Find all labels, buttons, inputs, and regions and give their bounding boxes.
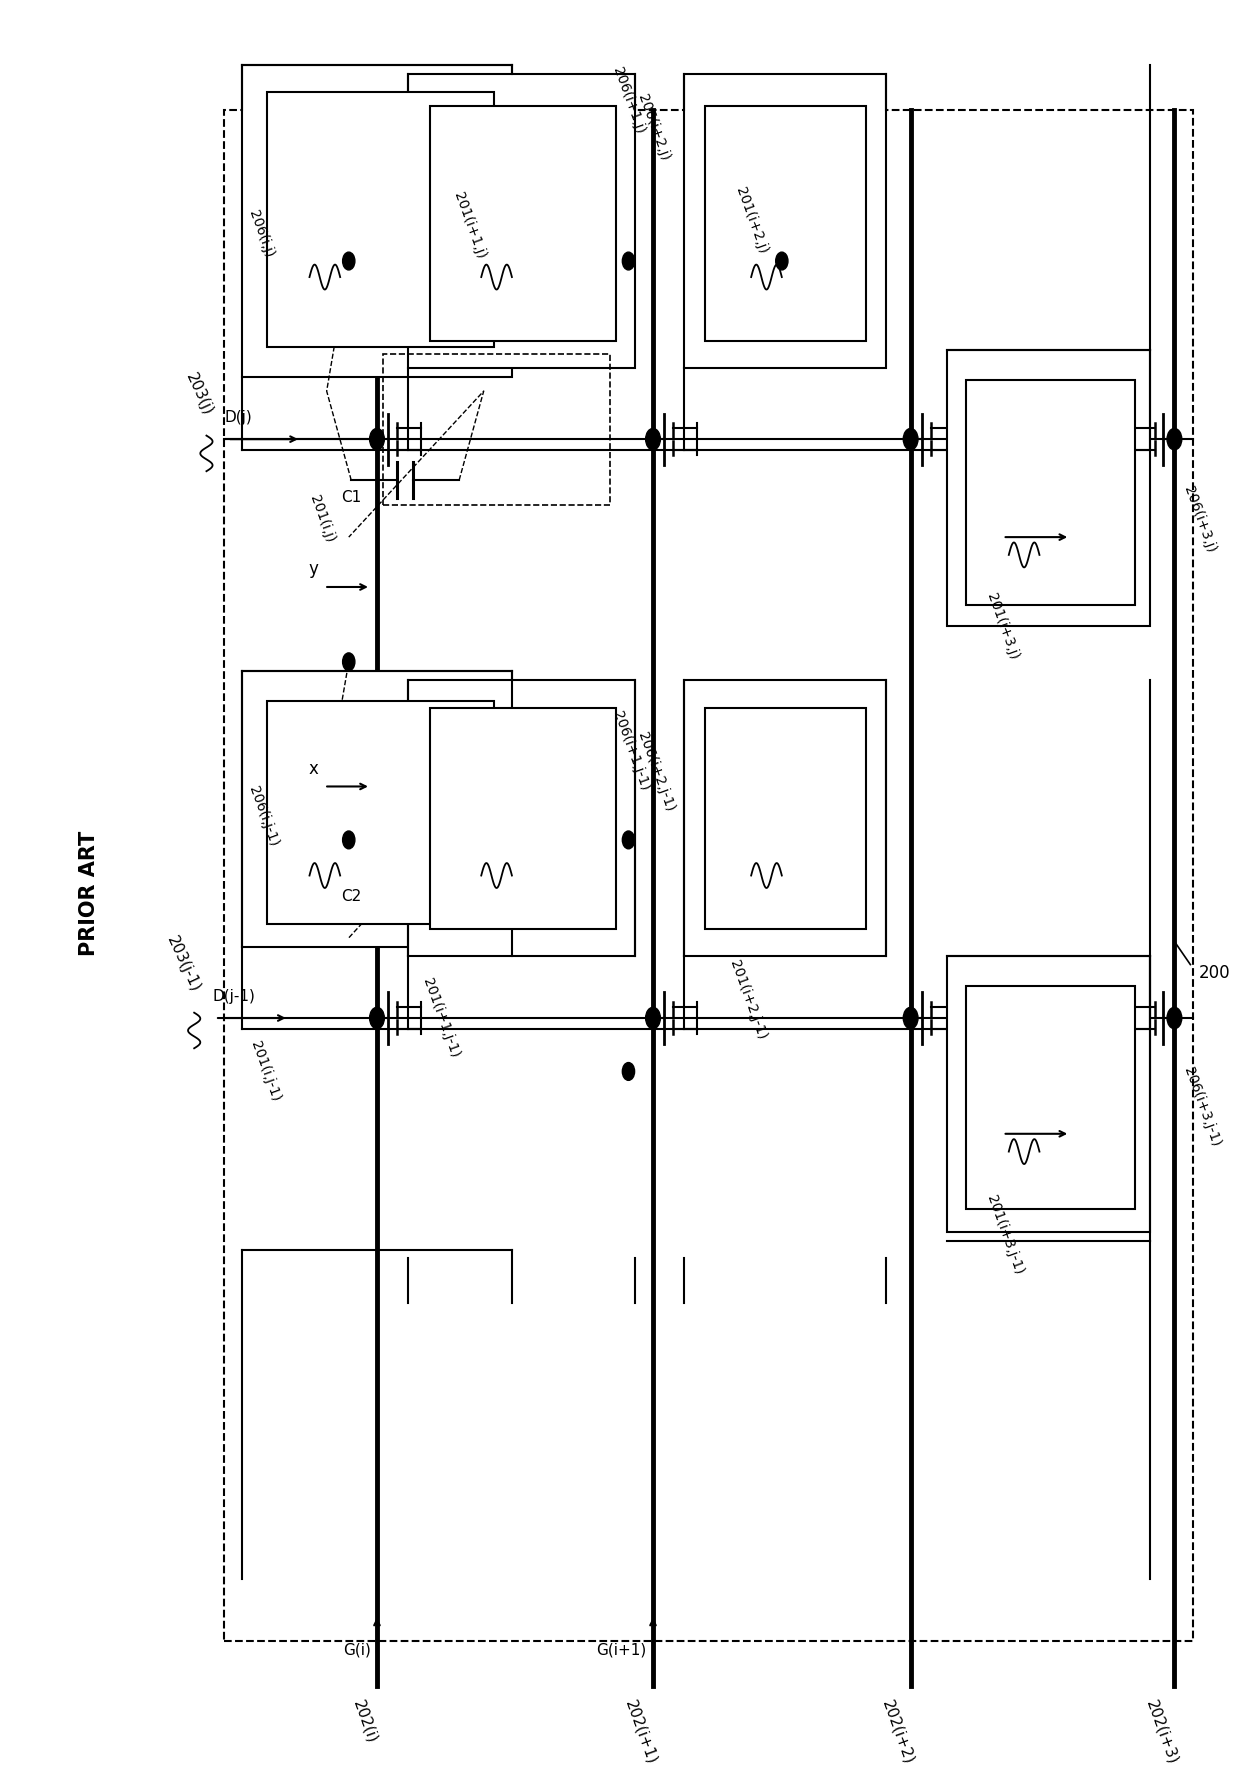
Text: 206(i+2,j): 206(i+2,j) (635, 93, 672, 163)
Text: 206(i+2,j-1): 206(i+2,j-1) (635, 730, 676, 814)
Circle shape (903, 429, 918, 449)
Text: 206(i,j-1): 206(i,j-1) (246, 785, 280, 848)
Text: y: y (309, 560, 319, 578)
Circle shape (622, 832, 635, 848)
Text: 206(i+1,j): 206(i+1,j) (610, 66, 647, 136)
Text: 206(i+3,j): 206(i+3,j) (1180, 485, 1218, 555)
Text: 201(i+1,j-1): 201(i+1,j-1) (420, 977, 461, 1059)
Text: 200: 200 (1199, 964, 1230, 982)
Bar (683, 73, 887, 369)
Circle shape (342, 832, 355, 848)
Text: PRIOR ART: PRIOR ART (78, 830, 99, 955)
Text: 201(i+2,j-1): 201(i+2,j-1) (727, 959, 769, 1041)
Circle shape (342, 653, 355, 671)
Text: 202(i): 202(i) (350, 1698, 379, 1746)
Text: 206(i+1,j-1): 206(i+1,j-1) (610, 708, 652, 793)
Text: 203(j-1): 203(j-1) (164, 934, 203, 995)
Circle shape (646, 1007, 661, 1029)
Circle shape (903, 1007, 918, 1029)
Bar (966, 986, 1135, 1209)
Bar (430, 106, 616, 342)
Text: G(i+1): G(i+1) (596, 1642, 647, 1658)
Circle shape (370, 429, 384, 449)
Bar (383, 773, 610, 905)
Text: C2: C2 (341, 889, 362, 905)
Text: C1: C1 (341, 490, 362, 506)
Bar (267, 701, 494, 923)
Text: 202(i+1): 202(i+1) (622, 1698, 660, 1768)
Bar (408, 680, 635, 955)
Bar (223, 109, 1193, 1642)
Bar (704, 106, 867, 342)
Text: D(j): D(j) (224, 410, 253, 426)
Text: 201(i,j): 201(i,j) (308, 494, 337, 546)
Bar (947, 955, 1149, 1233)
Circle shape (342, 252, 355, 270)
Text: 203(j): 203(j) (182, 370, 215, 419)
Text: 202(i+2): 202(i+2) (880, 1698, 916, 1768)
Bar (683, 680, 887, 955)
Text: 206(i+3,j-1): 206(i+3,j-1) (1180, 1066, 1223, 1149)
Bar (430, 708, 616, 928)
Text: x: x (309, 760, 319, 778)
Circle shape (1167, 429, 1182, 449)
Bar (966, 381, 1135, 605)
Text: 201(i+1,j): 201(i+1,j) (450, 190, 487, 261)
Bar (383, 354, 610, 504)
Circle shape (1167, 1007, 1182, 1029)
Circle shape (622, 252, 635, 270)
Bar (267, 91, 494, 347)
Bar (704, 708, 867, 928)
Bar (408, 73, 635, 369)
Text: 201(i+3,j-1): 201(i+3,j-1) (985, 1193, 1025, 1277)
Circle shape (370, 1007, 384, 1029)
Circle shape (646, 429, 661, 449)
Text: 202(i+3): 202(i+3) (1143, 1698, 1180, 1768)
Text: 206(i,j): 206(i,j) (246, 209, 275, 259)
Text: 201(i,j-1): 201(i,j-1) (248, 1039, 283, 1104)
Circle shape (776, 252, 787, 270)
Bar (242, 671, 512, 946)
Text: G(i): G(i) (343, 1642, 371, 1658)
Text: 201(i+3,j): 201(i+3,j) (985, 590, 1022, 662)
Bar (947, 351, 1149, 626)
Text: 201(i+2,j): 201(i+2,j) (733, 184, 770, 256)
Bar (242, 64, 512, 377)
Text: D(j-1): D(j-1) (212, 989, 255, 1004)
Circle shape (622, 1063, 635, 1081)
